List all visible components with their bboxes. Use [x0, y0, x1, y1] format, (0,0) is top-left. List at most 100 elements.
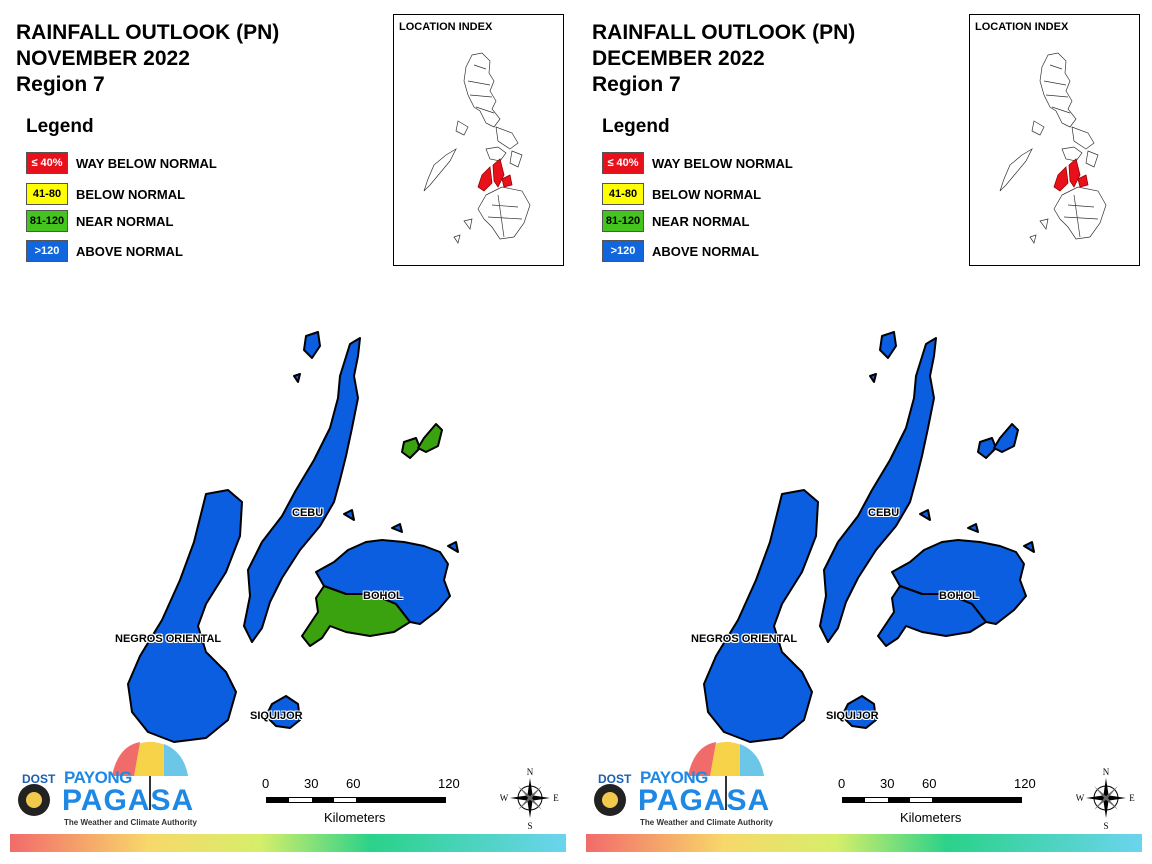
label-cebu: CEBU	[868, 507, 900, 519]
svg-text:N: N	[527, 767, 534, 777]
legend-swatch: >120	[26, 240, 68, 262]
svg-text:E: E	[553, 793, 559, 803]
islet	[447, 541, 459, 553]
camotes-island	[401, 437, 421, 459]
legend-item-near: 81-120 NEAR NORMAL	[26, 210, 174, 232]
compass-icon: N S E W	[1076, 767, 1136, 831]
label-cebu: CEBU	[292, 507, 324, 519]
label-bohol: BOHOL	[363, 590, 403, 602]
legend-item-above: >120 ABOVE NORMAL	[26, 240, 183, 262]
logo-pagasa: PAGASA	[638, 784, 771, 817]
label-negros-oriental: NEGROS ORIENTAL	[691, 633, 798, 645]
scale-tick: 30	[304, 776, 319, 791]
legend-label: ABOVE NORMAL	[652, 243, 759, 259]
legend-label: BELOW NORMAL	[76, 186, 186, 202]
legend-title: Legend	[26, 116, 94, 137]
title-line-1: RAINFALL OUTLOOK (PN)	[16, 21, 280, 44]
scale-tick: 60	[922, 776, 937, 791]
location-index-title: LOCATION INDEX	[975, 21, 1069, 33]
legend-swatch: 81-120	[602, 210, 644, 232]
legend-item-below: 41-80 BELOW NORMAL	[602, 183, 761, 205]
svg-text:W: W	[1076, 793, 1085, 803]
legend-label: WAY BELOW NORMAL	[76, 155, 217, 171]
islet	[343, 509, 355, 521]
legend-label: ABOVE NORMAL	[76, 243, 183, 259]
scale-tick: 0	[262, 776, 270, 791]
bohol-region-south	[877, 585, 987, 647]
legend-swatch: ≤ 40%	[602, 152, 644, 174]
legend-item-near: 81-120 NEAR NORMAL	[602, 210, 750, 232]
scale-bar-graphic	[266, 797, 446, 803]
legend-label: BELOW NORMAL	[652, 186, 762, 202]
legend-label: NEAR NORMAL	[652, 213, 750, 229]
location-index-map: LOCATION INDEX	[969, 14, 1140, 266]
logo-payong: PAYONG	[64, 768, 132, 787]
legend-swatch: 41-80	[26, 183, 68, 205]
bantayan-island	[303, 331, 321, 359]
islet	[293, 373, 301, 383]
gradient-strip	[586, 834, 1142, 852]
map-title: RAINFALL OUTLOOK (PN) NOVEMBER 2022 Regi…	[16, 20, 279, 98]
legend-item-above: >120 ABOVE NORMAL	[602, 240, 759, 262]
siquijor-region	[265, 695, 301, 729]
islet	[869, 373, 877, 383]
legend-swatch: ≤ 40%	[26, 152, 68, 174]
gradient-strip	[10, 834, 566, 852]
svg-text:E: E	[1129, 793, 1135, 803]
label-negros-oriental: NEGROS ORIENTAL	[115, 633, 222, 645]
svg-text:S: S	[527, 821, 532, 830]
svg-text:N: N	[1103, 767, 1110, 777]
islet	[919, 509, 931, 521]
payong-pagasa-logo: DOST PAYONG PAGASA The Weather and Clima…	[14, 740, 197, 832]
map-title: RAINFALL OUTLOOK (PN) DECEMBER 2022 Regi…	[592, 20, 855, 98]
camotes-island	[977, 437, 997, 459]
outlook-panel-november: RAINFALL OUTLOOK (PN) NOVEMBER 2022 Regi…	[10, 14, 566, 852]
scale-unit: Kilometers	[900, 810, 962, 825]
logo-pagasa: PAGASA	[62, 784, 195, 817]
title-line-3: Region 7	[592, 73, 681, 96]
umbrella-icon	[594, 741, 764, 816]
logo-tagline: The Weather and Climate Authority	[640, 818, 773, 827]
negros-oriental-region	[127, 489, 243, 743]
label-siquijor: SIQUIJOR	[250, 710, 303, 722]
camotes-island-2	[417, 423, 443, 453]
scale-bar: 0 30 60 120 Kilometers	[838, 776, 1048, 826]
scale-tick: 0	[838, 776, 846, 791]
philippines-inset-map	[999, 52, 1107, 244]
islet	[1023, 541, 1035, 553]
legend-swatch: >120	[602, 240, 644, 262]
title-line-1: RAINFALL OUTLOOK (PN)	[592, 21, 856, 44]
compass-rose: N S E W	[500, 766, 560, 831]
legend-swatch: 81-120	[26, 210, 68, 232]
islet	[967, 523, 979, 533]
legend-item-way-below: ≤ 40% WAY BELOW NORMAL	[26, 152, 217, 174]
scale-unit: Kilometers	[324, 810, 386, 825]
bohol-region-south	[301, 585, 411, 647]
scale-bar-graphic	[842, 797, 1022, 803]
siquijor-region	[841, 695, 877, 729]
legend-label: WAY BELOW NORMAL	[652, 155, 793, 171]
outlook-panel-december: RAINFALL OUTLOOK (PN) DECEMBER 2022 Regi…	[576, 0, 1152, 864]
legend-item-way-below: ≤ 40% WAY BELOW NORMAL	[602, 152, 793, 174]
legend-item-below: 41-80 BELOW NORMAL	[26, 183, 185, 205]
label-bohol: BOHOL	[939, 590, 979, 602]
location-index-map: LOCATION INDEX	[393, 14, 564, 266]
scale-tick: 60	[346, 776, 361, 791]
logo-payong: PAYONG	[640, 768, 708, 787]
cebu-region	[243, 337, 361, 643]
scale-tick: 120	[1014, 776, 1036, 791]
title-line-2: DECEMBER 2022	[592, 47, 765, 70]
legend-swatch: 41-80	[602, 183, 644, 205]
negros-oriental-region	[703, 489, 819, 743]
logo-dost: DOST	[598, 772, 632, 786]
scale-tick: 30	[880, 776, 895, 791]
logo-dost: DOST	[22, 772, 56, 786]
rainfall-outlook-map	[703, 331, 1035, 743]
logo-tagline: The Weather and Climate Authority	[64, 818, 197, 827]
title-line-3: Region 7	[16, 73, 105, 96]
legend-title: Legend	[602, 116, 670, 137]
compass-rose: N S E W	[1076, 766, 1136, 831]
svg-text:S: S	[1103, 821, 1108, 830]
umbrella-icon	[18, 741, 188, 816]
philippines-inset-map	[423, 52, 531, 244]
